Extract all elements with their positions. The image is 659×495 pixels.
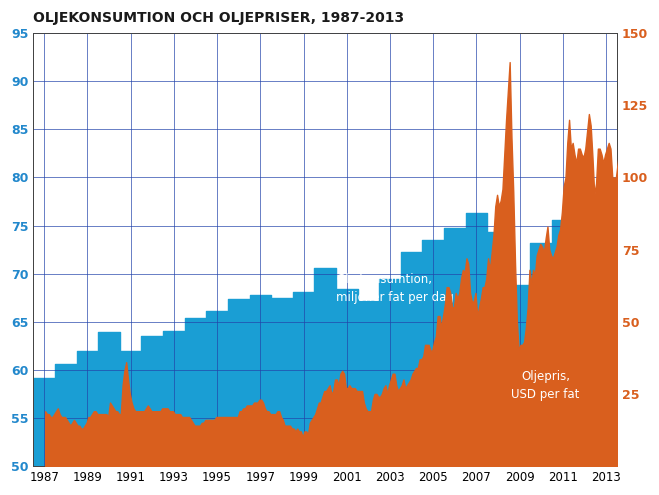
- Text: Oljekonsumtion,
miljoner fat per dag: Oljekonsumtion, miljoner fat per dag: [336, 273, 454, 303]
- Text: Oljepris,
USD per fat: Oljepris, USD per fat: [511, 370, 580, 401]
- Text: OLJEKONSUMTION OCH OLJEPRISER, 1987-2013: OLJEKONSUMTION OCH OLJEPRISER, 1987-2013: [34, 11, 405, 25]
